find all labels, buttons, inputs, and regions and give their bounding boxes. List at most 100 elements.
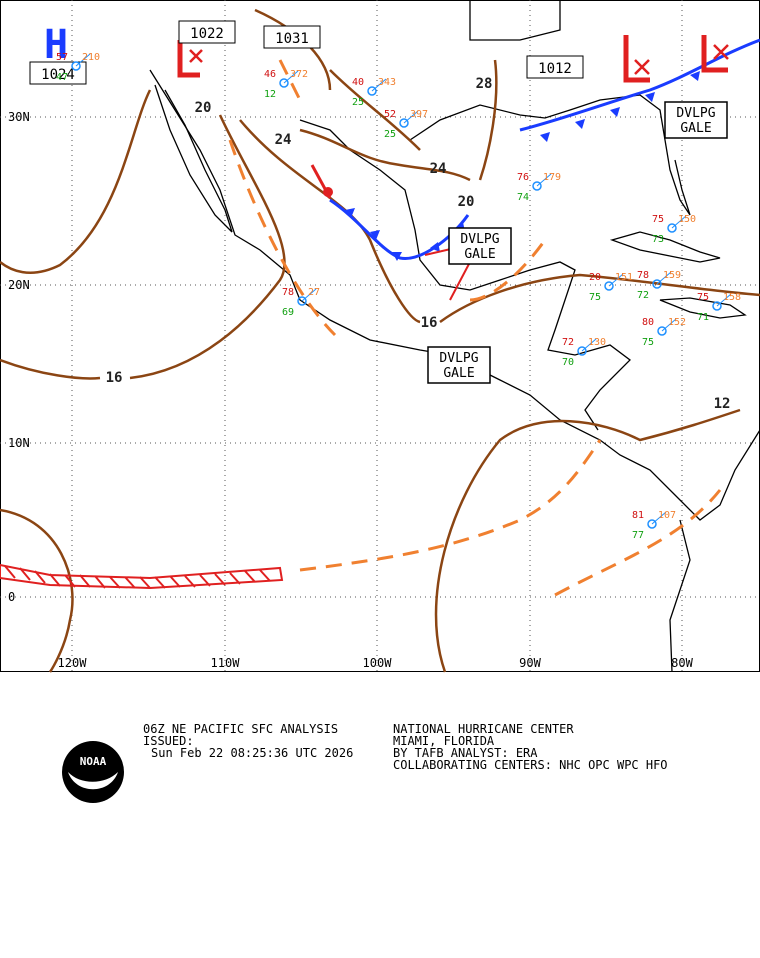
isobars — [0, 8, 760, 673]
isobar-label: 20 — [458, 194, 475, 210]
gale-line1: DVLPG — [460, 232, 499, 247]
wind-barb — [608, 273, 624, 287]
station-pressure: 107 — [658, 510, 676, 521]
station-temp: 78 — [637, 270, 649, 281]
station — [577, 346, 587, 356]
issued: ISSUED: — [143, 734, 194, 748]
station — [604, 281, 614, 291]
lat-label: 30N — [8, 110, 30, 124]
station-pressure: 179 — [543, 172, 561, 183]
gale-box — [448, 227, 512, 265]
station-pressure: 27 — [308, 287, 320, 298]
station-temp: 80 — [642, 317, 654, 328]
itcz — [0, 563, 284, 590]
station — [367, 86, 377, 96]
station-pressure: 152 — [668, 317, 686, 328]
issue-time: Sun Feb 22 08:25:36 UTC 2026 — [151, 746, 353, 760]
gale-line2: GALE — [443, 366, 474, 381]
station-dewpoint: 74 — [517, 192, 529, 203]
station-pressure: 397 — [410, 109, 428, 120]
station-temp: 75 — [652, 214, 664, 225]
station-temp: 52 — [384, 109, 396, 120]
station-dewpoint: 72 — [637, 290, 649, 301]
wind-barb — [671, 215, 687, 229]
lon-label: 110W — [211, 656, 241, 670]
station-pressure: 150 — [678, 214, 696, 225]
map-labels: 30N 20N 10N 0 120W 110W 100W 90W 80W 1022 1031 1024… — [8, 20, 741, 670]
station-pressure: 130 — [588, 337, 606, 348]
station — [652, 279, 662, 289]
station-pressure: 151 — [615, 272, 633, 283]
station-temp: 72 — [562, 337, 574, 348]
product: 06Z NE PACIFIC SFC ANALYSIS — [143, 722, 338, 736]
pressure-box — [526, 55, 584, 79]
station-temp: 46 — [264, 69, 276, 80]
pressure-center: 1022 — [190, 26, 224, 42]
station-pressure: 158 — [723, 292, 741, 303]
station-dewpoint: 77 — [632, 530, 644, 541]
station-dewpoint: 71 — [697, 312, 709, 323]
logo-text: NOAA — [80, 755, 107, 768]
wind-barb — [371, 78, 387, 92]
troughs — [228, 59, 722, 597]
wind-barb — [581, 338, 597, 352]
station-dewpoint: 25 — [384, 129, 396, 140]
coastlines — [149, 0, 760, 673]
station — [399, 118, 409, 128]
lon-label: 100W — [363, 656, 393, 670]
lat-label: 20N — [8, 278, 30, 292]
station-temp: 76 — [517, 172, 529, 183]
station — [657, 326, 667, 336]
wind-barb — [651, 511, 667, 525]
station-temp: 57 — [56, 52, 68, 63]
lon-label: 80W — [671, 656, 693, 670]
station-dewpoint: 75 — [642, 337, 654, 348]
pressure-box — [178, 20, 236, 44]
station-dewpoint: 70 — [562, 357, 574, 368]
pressure-box — [263, 25, 321, 49]
center: NATIONAL HURRICANE CENTER — [393, 722, 574, 736]
station — [667, 223, 677, 233]
wind-barb — [75, 53, 91, 67]
isobar-label: 24 — [430, 161, 447, 177]
map-frame — [0, 0, 760, 672]
station-pressure: 159 — [663, 270, 681, 281]
wind-barb — [301, 288, 317, 302]
station-dewpoint: 69 — [282, 307, 294, 318]
station-dewpoint: 73 — [652, 234, 664, 245]
isobar-label: 24 — [275, 132, 292, 148]
wind-barb — [656, 271, 672, 285]
gale-line2: GALE — [464, 247, 495, 262]
lon-label: 120W — [58, 656, 88, 670]
isobar-label: 20 — [195, 100, 212, 116]
wind-barb — [661, 318, 677, 332]
isobar-label: 16 — [106, 370, 123, 386]
lat-label: 10N — [8, 436, 30, 450]
noaa-logo — [62, 741, 124, 803]
city: MIAMI, FLORIDA — [393, 734, 495, 748]
pressure-center: 1012 — [538, 61, 572, 77]
gale-box — [427, 346, 491, 384]
pressure-center: 1031 — [275, 31, 309, 47]
station — [297, 296, 307, 306]
wind-barb — [536, 173, 552, 187]
station-temp: 20 — [589, 272, 601, 283]
lon-label: 90W — [519, 656, 541, 670]
station — [279, 78, 289, 88]
station-pressure: 210 — [82, 52, 100, 63]
station-dewpoint: 75 — [589, 292, 601, 303]
gale-line1: DVLPG — [676, 106, 715, 121]
wind-barb — [403, 110, 419, 124]
station-temp: 40 — [352, 77, 364, 88]
wind-barb — [283, 70, 299, 84]
station-dewpoint: 25 — [352, 97, 364, 108]
footer: NOAA 06Z NE PACIFIC SFC ANALYSIS ISSUED:… — [62, 722, 668, 803]
station-temp: 75 — [697, 292, 709, 303]
station-temp: 81 — [632, 510, 644, 521]
isobar-label: 12 — [714, 396, 731, 412]
analyst: BY TAFB ANALYST: ERA — [393, 746, 538, 760]
station-pressure: 343 — [378, 77, 396, 88]
noaa-logo-wave — [68, 772, 118, 790]
isobar-label: 28 — [476, 76, 493, 92]
